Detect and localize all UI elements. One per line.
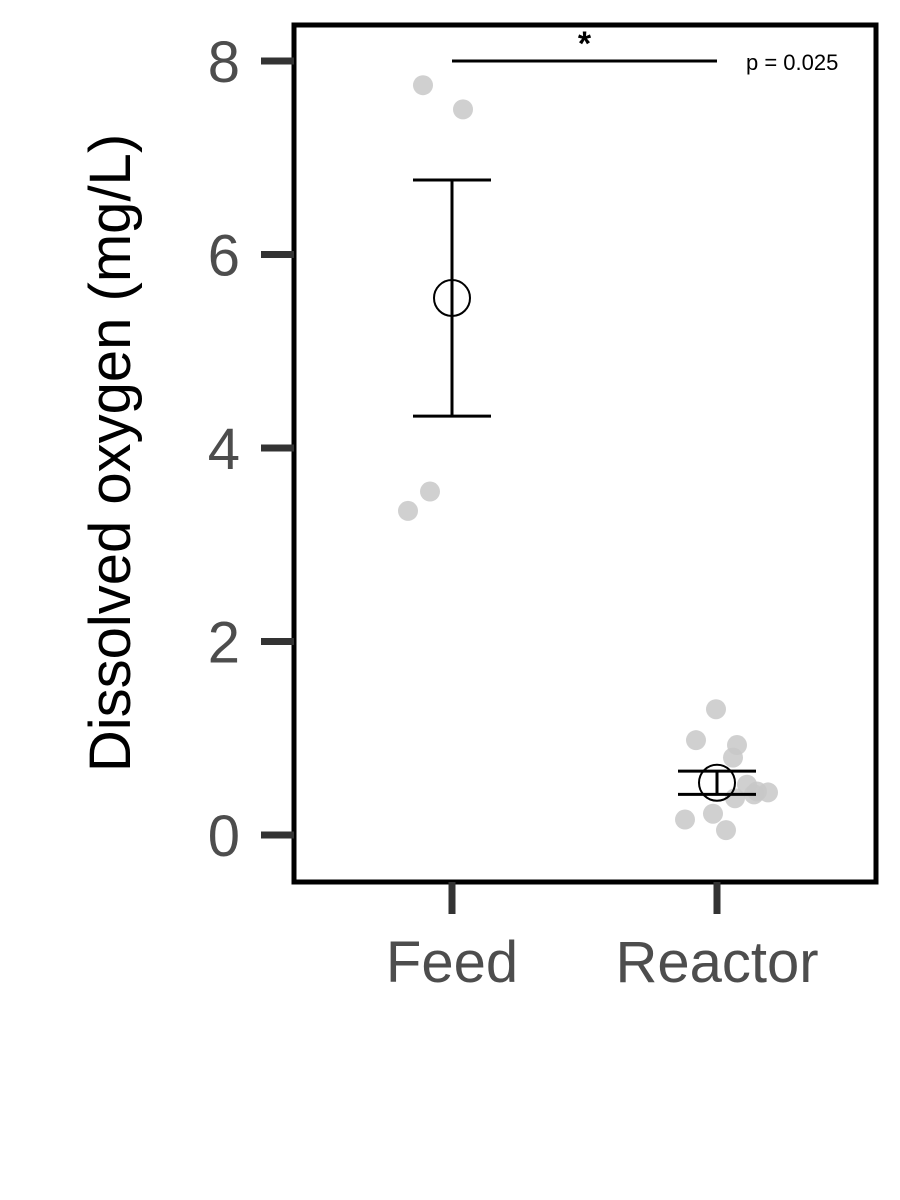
x-tick-label: Reactor (615, 930, 818, 995)
y-tick-label: 0 (208, 804, 240, 869)
data-points (398, 75, 778, 841)
y-tick-label: 8 (208, 30, 240, 95)
y-tick-label: 6 (208, 224, 240, 289)
data-point (686, 730, 706, 751)
mean-error-bars (413, 178, 756, 802)
data-point (703, 803, 723, 824)
y-tick-label: 2 (208, 611, 240, 676)
data-point (453, 99, 473, 120)
significance-annotation: * p = 0.025 (452, 25, 838, 75)
y-axis: 0 2 4 6 8 (208, 30, 294, 869)
data-point (398, 500, 418, 521)
y-tick-label: 4 (208, 417, 240, 482)
data-point (675, 809, 695, 830)
significance-star: * (578, 25, 592, 63)
data-point (723, 747, 743, 768)
y-axis-title: Dissolved oxygen (mg/L) (78, 134, 143, 772)
data-point (706, 699, 726, 720)
data-point (420, 481, 440, 502)
mean-marker (433, 279, 471, 318)
p-value-label: p = 0.025 (746, 50, 838, 75)
mean-marker (698, 763, 736, 802)
x-tick-label: Feed (386, 930, 518, 995)
data-point (413, 75, 433, 96)
data-point (716, 820, 736, 841)
x-axis: Feed Reactor (386, 882, 819, 995)
plot-panel (291, 22, 879, 885)
